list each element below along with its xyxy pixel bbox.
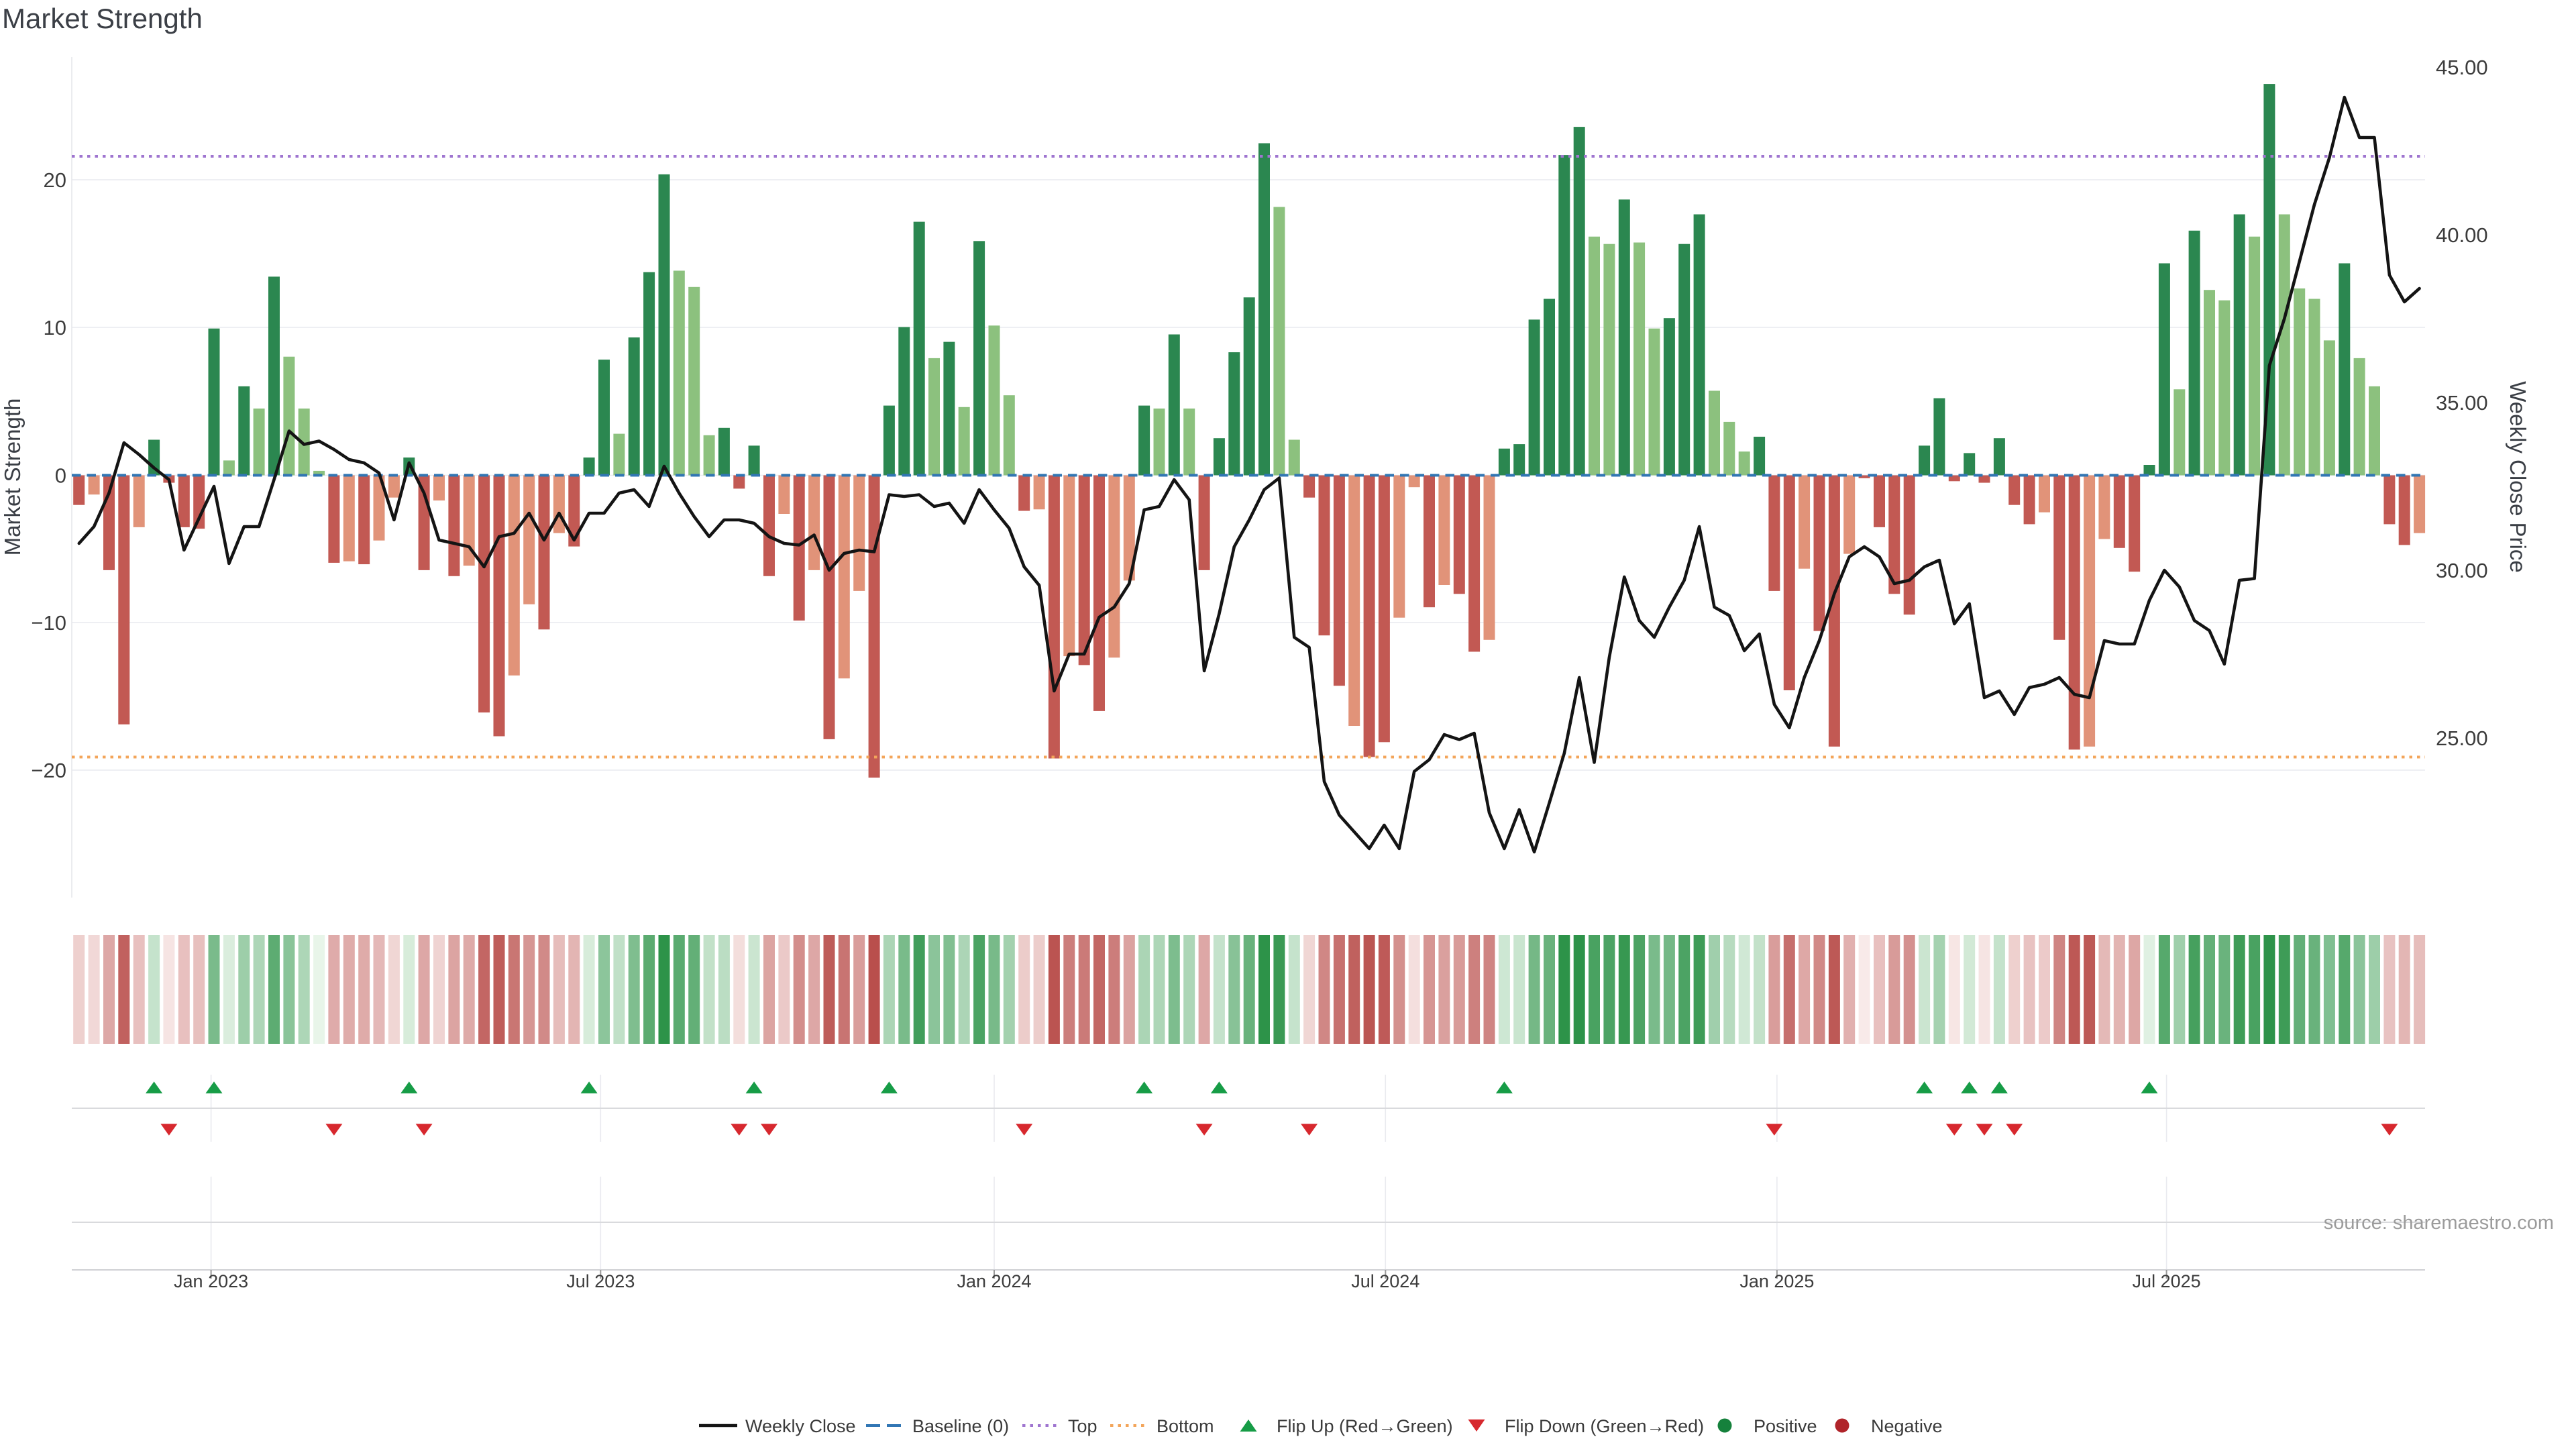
svg-text:45.00: 45.00 (2436, 56, 2488, 79)
svg-text:Flip Down (Green→Red): Flip Down (Green→Red) (1505, 1416, 1704, 1436)
svg-text:25.00: 25.00 (2436, 727, 2488, 750)
svg-text:0: 0 (55, 464, 66, 488)
svg-text:35.00: 35.00 (2436, 391, 2488, 415)
svg-text:Jul 2023: Jul 2023 (566, 1271, 635, 1291)
svg-text:Jul 2025: Jul 2025 (2133, 1271, 2201, 1291)
svg-text:−20: −20 (31, 759, 66, 782)
svg-text:Flip Up (Red→Green): Flip Up (Red→Green) (1277, 1416, 1453, 1436)
svg-text:Weekly Close Price: Weekly Close Price (2506, 381, 2530, 572)
svg-text:40.00: 40.00 (2436, 223, 2488, 247)
svg-text:−10: −10 (31, 611, 66, 635)
svg-text:Jan 2025: Jan 2025 (1739, 1271, 1814, 1291)
svg-text:Jan 2024: Jan 2024 (957, 1271, 1031, 1291)
svg-text:30.00: 30.00 (2436, 559, 2488, 582)
svg-text:Top: Top (1068, 1416, 1097, 1436)
svg-text:Positive: Positive (1754, 1416, 1817, 1436)
svg-text:10: 10 (44, 316, 66, 339)
svg-text:source: sharemaestro.com: source: sharemaestro.com (2324, 1212, 2554, 1234)
svg-text:Market Strength: Market Strength (2, 3, 203, 34)
svg-text:Jan 2023: Jan 2023 (174, 1271, 248, 1291)
svg-text:Jul 2024: Jul 2024 (1351, 1271, 1419, 1291)
svg-text:Negative: Negative (1871, 1416, 1943, 1436)
svg-text:20: 20 (44, 168, 66, 192)
svg-text:Baseline (0): Baseline (0) (912, 1416, 1009, 1436)
svg-text:Bottom: Bottom (1157, 1416, 1214, 1436)
svg-text:Weekly Close: Weekly Close (745, 1416, 856, 1436)
svg-text:Market Strength: Market Strength (0, 398, 25, 556)
